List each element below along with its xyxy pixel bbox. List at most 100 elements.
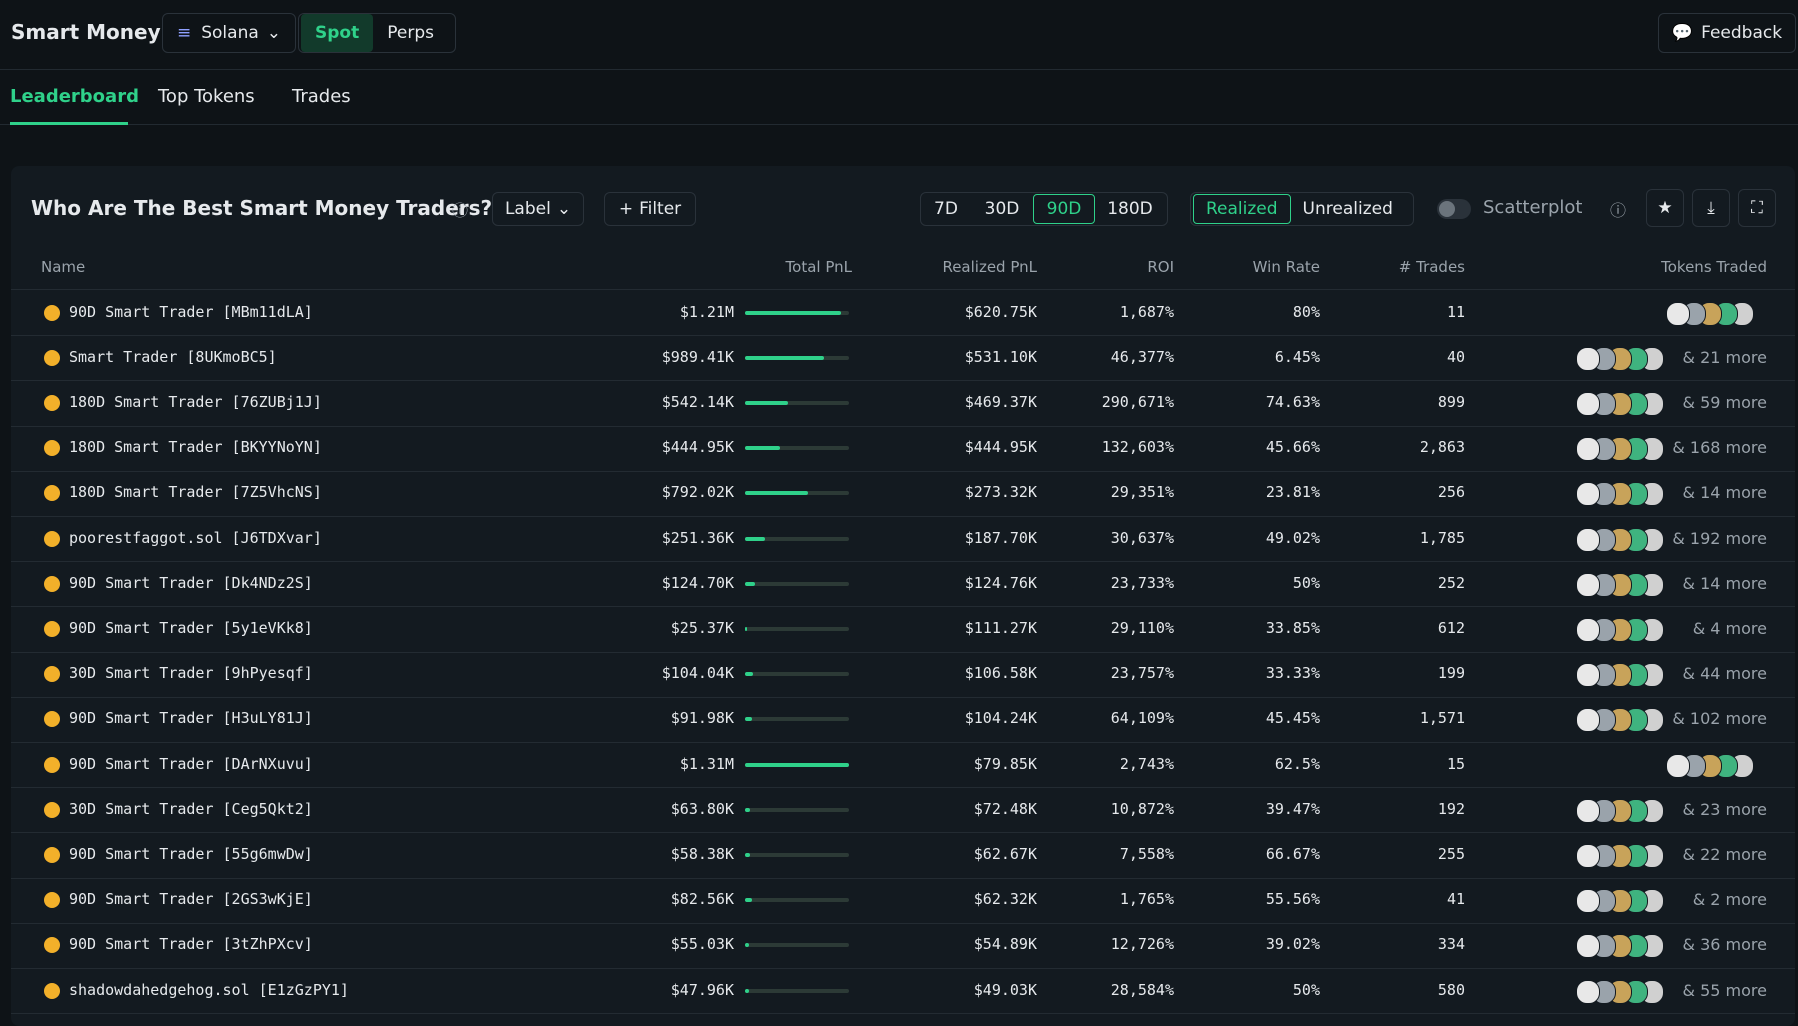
tab[interactable]: Trades bbox=[292, 86, 351, 107]
cell: 1,785 bbox=[1419, 528, 1465, 547]
cell: 41 bbox=[1446, 890, 1465, 909]
more-tokens: & 2 more bbox=[1692, 890, 1767, 910]
tab[interactable]: Leaderboard bbox=[10, 86, 139, 107]
mode-perps[interactable]: Perps bbox=[387, 23, 434, 43]
pnl-bar-track bbox=[745, 446, 849, 451]
trader-icon bbox=[44, 982, 60, 999]
trader-icon bbox=[44, 756, 60, 773]
cell: 55.56% bbox=[1265, 890, 1320, 909]
token-avatar bbox=[1666, 301, 1690, 326]
fullscreen-button[interactable]: ⛶ bbox=[1738, 189, 1776, 227]
row-divider bbox=[11, 335, 1795, 337]
token-avatar bbox=[1576, 527, 1600, 552]
token-avatar bbox=[1576, 889, 1600, 914]
column-header: Realized PnL bbox=[942, 258, 1037, 276]
total-pnl: $1.21M bbox=[679, 302, 734, 321]
more-tokens: & 44 more bbox=[1682, 664, 1767, 684]
cell: 7,558% bbox=[1119, 845, 1174, 863]
token-avatar bbox=[1576, 346, 1600, 371]
pnl-type-group: Realized Unrealized bbox=[1190, 192, 1414, 226]
feedback-label: Feedback bbox=[1701, 23, 1783, 43]
toggle[interactable] bbox=[1437, 199, 1471, 219]
token-avatar bbox=[1576, 392, 1600, 416]
period[interactable]: 7D bbox=[934, 199, 958, 219]
cell: 15 bbox=[1446, 754, 1465, 773]
token-avatar bbox=[1576, 979, 1600, 1004]
pnl-bar bbox=[745, 762, 849, 767]
more-tokens: & 23 more bbox=[1682, 799, 1767, 819]
trader-name: 30D Smart Trader [Ceg5Qkt2] bbox=[69, 799, 313, 818]
pnl-bar bbox=[745, 807, 751, 812]
cell: 40 bbox=[1446, 347, 1465, 366]
trader-name: 180D Smart Trader [BKYYNoYN] bbox=[69, 438, 322, 457]
pnl-bar-track bbox=[745, 672, 849, 677]
cell: $49.03K bbox=[973, 980, 1037, 999]
cell: $54.89K bbox=[973, 935, 1037, 954]
period[interactable]: 90D bbox=[1033, 194, 1095, 224]
cell: $187.70K bbox=[964, 528, 1037, 547]
scatterplot-label: Scatterplot bbox=[1483, 197, 1583, 218]
cell: 580 bbox=[1437, 980, 1465, 999]
tab-divider bbox=[0, 124, 1798, 125]
pnl-bar bbox=[745, 446, 781, 451]
pnl-bar bbox=[745, 491, 808, 496]
column-header: ROI bbox=[1147, 258, 1174, 276]
mode-spot[interactable]: Spot bbox=[301, 14, 374, 52]
total-pnl: $251.36K bbox=[661, 528, 734, 547]
feedback-button[interactable]: 💬 Feedback bbox=[1658, 13, 1796, 53]
trader-name: 90D Smart Trader [Dk4NDz2S] bbox=[69, 573, 313, 592]
cell: 2,743% bbox=[1119, 754, 1174, 773]
column-header: Tokens Traded bbox=[1661, 258, 1767, 276]
chain-label: Solana bbox=[201, 23, 259, 43]
cell: 29,110% bbox=[1110, 619, 1174, 637]
token-avatar bbox=[1576, 708, 1600, 733]
trader-icon bbox=[44, 395, 60, 411]
trader-icon bbox=[44, 621, 60, 637]
row-divider bbox=[11, 606, 1795, 608]
cell: $620.75K bbox=[964, 302, 1037, 321]
tab[interactable]: Top Tokens bbox=[158, 86, 255, 107]
period[interactable]: 30D bbox=[984, 199, 1020, 219]
token-avatar bbox=[1576, 618, 1600, 642]
cell: 192 bbox=[1437, 799, 1465, 818]
filter-button[interactable]: + Filter bbox=[604, 192, 696, 226]
trader-name: 90D Smart Trader [DArNXuvu] bbox=[69, 754, 313, 773]
cell: 6.45% bbox=[1274, 347, 1320, 366]
token-avatar bbox=[1576, 934, 1600, 959]
cell: $104.24K bbox=[964, 709, 1037, 728]
more-tokens: & 192 more bbox=[1672, 528, 1767, 548]
download-button[interactable]: ⤓ bbox=[1692, 189, 1730, 227]
pnl-bar-track bbox=[745, 807, 849, 812]
column-header: Total PnL bbox=[785, 258, 852, 276]
total-pnl: $989.41K bbox=[661, 347, 734, 366]
column-header: Name bbox=[41, 258, 86, 276]
trader-icon bbox=[44, 801, 60, 818]
chain-select[interactable]: ≡ Solana ⌄ bbox=[162, 13, 296, 53]
trader-name: 90D Smart Trader [55g6mwDw] bbox=[69, 845, 313, 863]
pnl-bar bbox=[745, 401, 789, 405]
info-icon[interactable]: ⓘ bbox=[452, 201, 469, 220]
info-icon[interactable]: ⓘ bbox=[1610, 201, 1627, 220]
cell: 612 bbox=[1437, 619, 1465, 637]
cell: $62.67K bbox=[973, 845, 1037, 863]
row-divider bbox=[11, 380, 1795, 382]
cell: 45.45% bbox=[1265, 709, 1320, 728]
row-divider bbox=[11, 516, 1795, 517]
cell: 199 bbox=[1437, 664, 1465, 683]
label-select[interactable]: Label ⌄ bbox=[492, 192, 584, 226]
panel-title: Who Are The Best Smart Money Traders? bbox=[31, 196, 493, 220]
cell: $106.58K bbox=[964, 664, 1037, 683]
trader-icon bbox=[44, 349, 60, 366]
pnl-bar bbox=[745, 988, 749, 993]
pnl-type[interactable]: Unrealized bbox=[1302, 199, 1393, 219]
panel bbox=[11, 166, 1795, 1026]
star-button[interactable]: ★ bbox=[1646, 189, 1684, 227]
cell: 1,571 bbox=[1419, 709, 1465, 728]
header-divider bbox=[11, 289, 1795, 290]
cell: 1,687% bbox=[1119, 302, 1174, 321]
cell: 334 bbox=[1437, 935, 1465, 954]
pnl-type[interactable]: Realized bbox=[1193, 194, 1291, 224]
period[interactable]: 180D bbox=[1107, 199, 1153, 219]
total-pnl: $792.02K bbox=[661, 483, 734, 502]
